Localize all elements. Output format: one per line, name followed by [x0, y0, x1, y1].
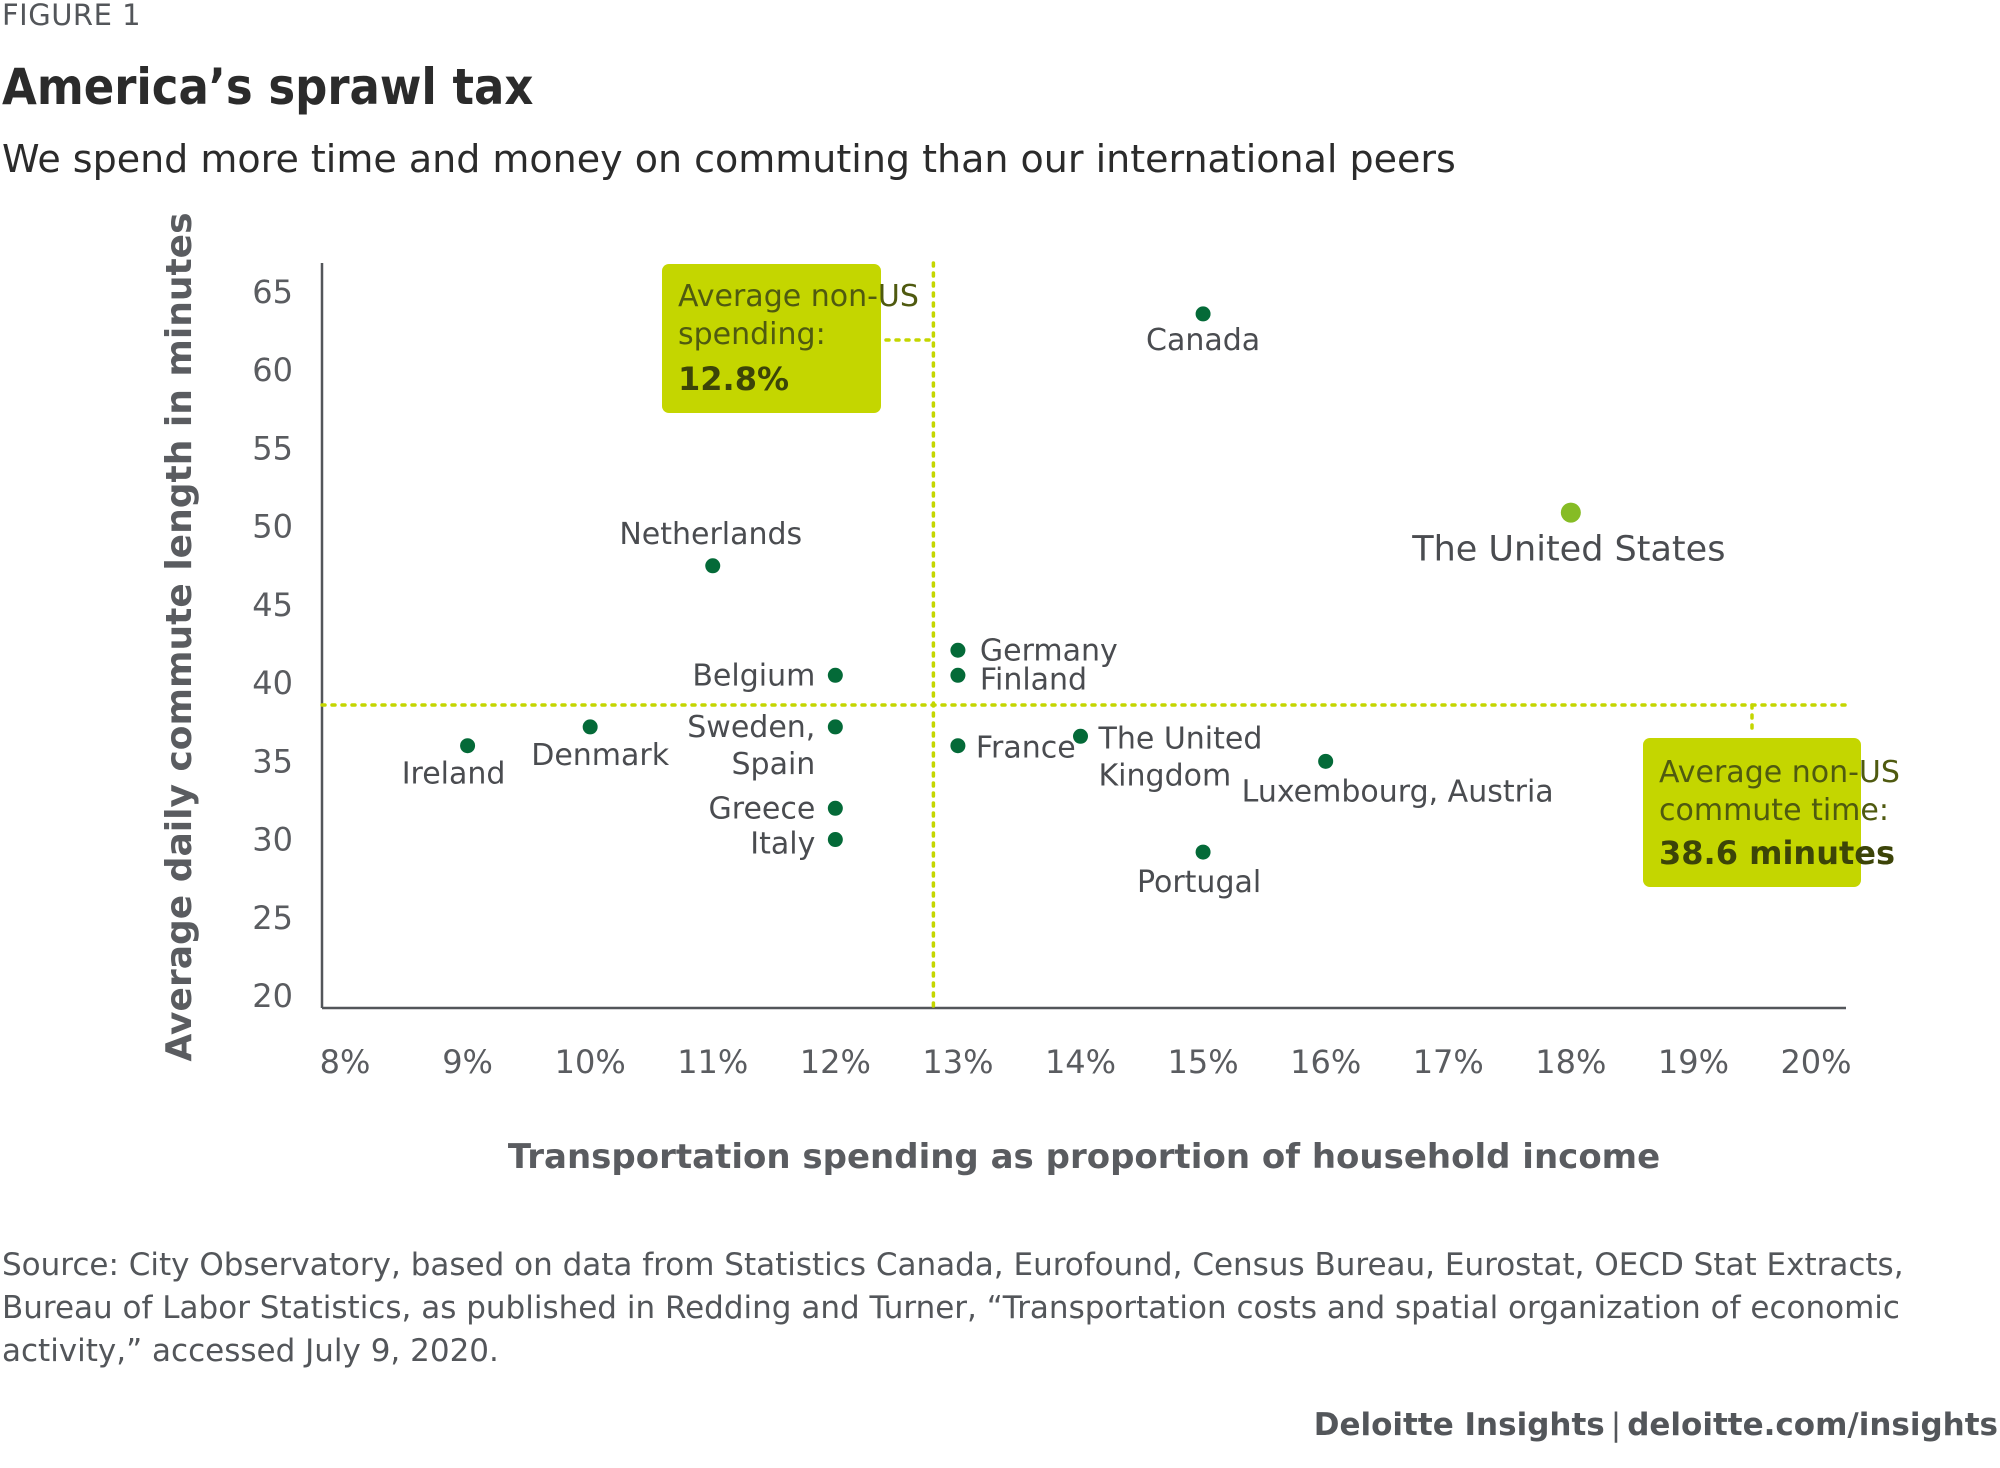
chart-subtitle: We spend more time and money on commutin…	[2, 137, 1456, 181]
data-point	[950, 642, 966, 658]
data-point	[1560, 502, 1581, 523]
spending-callout-value: 12.8%	[678, 360, 789, 398]
data-point	[950, 738, 966, 754]
point-label: Greece	[709, 791, 816, 826]
data-point	[1195, 306, 1211, 322]
point-label: Netherlands	[619, 517, 802, 552]
commute-callout-text: commute time:	[1659, 793, 1889, 828]
source-note: Source: City Observatory, based on data …	[2, 1247, 1904, 1369]
point-label: Ireland	[402, 757, 506, 792]
point-label: Germany	[980, 633, 1118, 668]
y-tick-label: 25	[252, 899, 293, 937]
point-label: The United	[1098, 721, 1263, 756]
point-label: The United States	[1411, 530, 1725, 570]
x-tick-label: 18%	[1535, 1043, 1606, 1081]
point-label: Denmark	[531, 738, 670, 773]
data-point	[827, 719, 843, 735]
y-tick-label: 40	[252, 664, 293, 702]
point-label: Portugal	[1137, 865, 1261, 900]
x-tick-label: 19%	[1658, 1043, 1729, 1081]
x-axis-title: Transportation spending as proportion of…	[508, 1137, 1660, 1177]
point-label: Finland	[980, 662, 1087, 697]
brand-url[interactable]: deloitte.com/insights	[1627, 1407, 1998, 1443]
spending-callout-box	[662, 264, 881, 413]
point-label: Canada	[1146, 323, 1260, 358]
point-label: Luxembourg, Austria	[1242, 774, 1554, 809]
x-tick-label: 8%	[320, 1043, 371, 1081]
y-tick-label: 60	[252, 351, 293, 389]
x-tick-label: 20%	[1780, 1043, 1851, 1081]
data-point	[1318, 753, 1334, 769]
data-point	[827, 832, 843, 848]
x-tick-label: 13%	[922, 1043, 993, 1081]
data-point	[827, 667, 843, 683]
brand-name: Deloitte Insights	[1313, 1407, 1605, 1443]
commute-callout-text: Average non-US	[1659, 755, 1900, 790]
y-tick-label: 45	[252, 586, 293, 624]
y-tick-label: 55	[252, 429, 293, 467]
y-tick-label: 65	[252, 273, 293, 311]
x-tick-label: 17%	[1413, 1043, 1484, 1081]
point-label: France	[976, 731, 1076, 766]
point-label: Kingdom	[1099, 758, 1232, 793]
x-tick-label: 9%	[442, 1043, 493, 1081]
y-tick-label: 50	[252, 508, 293, 546]
point-label: Sweden,	[687, 710, 815, 745]
x-tick-label: 14%	[1045, 1043, 1116, 1081]
scatter-chart: 65 60 55 50 45 40 35 30 25 20 8% 9% 10% 11% 12% 13% 14% 1…	[159, 212, 1900, 1177]
chart-title: America’s sprawl tax	[2, 58, 534, 116]
commute-callout-value: 38.6 minutes	[1659, 834, 1895, 872]
data-point	[950, 667, 966, 683]
commute-callout-box	[1643, 738, 1861, 887]
x-tick-label: 12%	[800, 1043, 871, 1081]
data-point	[582, 719, 598, 735]
y-axis-title: Average daily commute length in minutes	[159, 212, 200, 1061]
point-label: Italy	[750, 827, 815, 862]
y-tick-label: 20	[252, 977, 293, 1015]
point-label: Spain	[732, 747, 816, 782]
spending-callout-text: Average non-US	[678, 279, 919, 314]
x-tick-label: 10%	[555, 1043, 626, 1081]
figure-label: FIGURE 1	[2, 0, 142, 32]
x-tick-label: 15%	[1168, 1043, 1239, 1081]
data-point	[827, 800, 843, 816]
data-point	[1195, 844, 1211, 860]
data-point	[705, 558, 721, 574]
credit-line: Deloitte Insights | deloitte.com/insights	[1314, 1407, 1998, 1443]
x-tick-label: 16%	[1290, 1043, 1361, 1081]
data-point	[460, 738, 476, 754]
point-label: Belgium	[692, 658, 815, 693]
data-point	[1073, 728, 1088, 744]
x-tick-label: 11%	[677, 1043, 748, 1081]
y-tick-label: 30	[252, 821, 293, 859]
spending-callout-text: spending:	[678, 317, 826, 352]
credit-separator: |	[1610, 1407, 1622, 1443]
y-tick-label: 35	[252, 742, 293, 780]
